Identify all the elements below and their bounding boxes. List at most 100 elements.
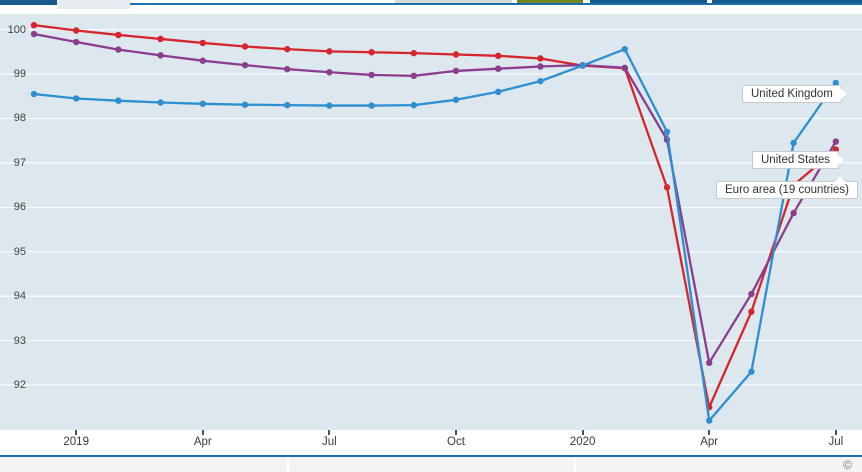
- x-axis: 2019 Apr Jul Oct 2020 Apr Jul: [0, 430, 862, 457]
- y-axis-label: 92: [13, 379, 26, 392]
- chart-svg: [0, 21, 862, 424]
- y-axis-label: 100: [7, 23, 26, 36]
- x-axis-label: Jul: [322, 436, 337, 448]
- data-point-euro-area-19-countries[interactable]: [115, 31, 122, 39]
- y-axis-label: 99: [13, 68, 26, 81]
- data-point-united-kingdom[interactable]: [537, 77, 544, 85]
- x-axis-label: Jul: [828, 436, 844, 448]
- data-point-united-states[interactable]: [30, 30, 38, 38]
- data-point-euro-area-19-countries[interactable]: [537, 55, 544, 62]
- data-point-united-kingdom[interactable]: [790, 139, 797, 147]
- toolbar-button-gray[interactable]: [395, 0, 512, 3]
- x-axis-label: Apr: [193, 436, 212, 448]
- callout-arrow-icon: [838, 155, 845, 165]
- data-point-united-kingdom[interactable]: [621, 45, 628, 53]
- data-point-united-states[interactable]: [199, 57, 206, 64]
- toolbar-button-blue-2[interactable]: [712, 0, 862, 3]
- active-tab-partial[interactable]: [57, 0, 130, 9]
- footer-divider: [574, 457, 576, 472]
- data-point-united-states[interactable]: [832, 138, 839, 145]
- y-axis-label: 98: [13, 112, 26, 125]
- top-toolbar: [0, 0, 862, 14]
- data-point-euro-area-19-countries[interactable]: [30, 21, 38, 29]
- toolbar-underline: [130, 3, 862, 5]
- callout-arrow-icon: [835, 176, 846, 182]
- x-axis-tick: [455, 430, 457, 435]
- y-axis-label: 95: [13, 245, 26, 258]
- x-axis-tick: [75, 430, 78, 435]
- data-point-united-states[interactable]: [495, 65, 502, 72]
- series-line-euro-area-19-countries[interactable]: [33, 24, 837, 409]
- x-axis-label: 2019: [63, 436, 89, 448]
- data-point-euro-area-19-countries[interactable]: [284, 45, 291, 53]
- data-point-united-kingdom[interactable]: [579, 62, 586, 69]
- data-point-euro-area-19-countries[interactable]: [199, 39, 206, 47]
- series-label-euro-area[interactable]: Euro area (19 countries): [716, 176, 859, 199]
- series-line-united-kingdom[interactable]: [33, 47, 837, 422]
- x-axis-tick: [834, 430, 837, 435]
- data-point-united-kingdom[interactable]: [157, 99, 164, 106]
- data-point-united-kingdom[interactable]: [832, 79, 839, 87]
- data-point-united-states[interactable]: [326, 69, 333, 76]
- y-axis-label: 97: [13, 156, 26, 169]
- footer-bar: ©: [0, 457, 862, 472]
- data-point-united-kingdom[interactable]: [368, 102, 375, 109]
- data-point-euro-area-19-countries[interactable]: [368, 49, 375, 56]
- toolbar-left-accent: [0, 0, 57, 5]
- x-axis-tick: [581, 430, 584, 435]
- data-point-united-kingdom[interactable]: [30, 90, 38, 98]
- data-point-united-kingdom[interactable]: [199, 100, 206, 107]
- data-point-euro-area-19-countries[interactable]: [495, 52, 502, 60]
- series-line-united-states[interactable]: [33, 32, 837, 364]
- data-point-united-kingdom[interactable]: [115, 97, 122, 104]
- y-axis-label: 93: [13, 334, 26, 347]
- data-point-united-states[interactable]: [790, 209, 797, 217]
- series-label-text: United States: [761, 154, 831, 166]
- data-point-united-states[interactable]: [284, 65, 291, 73]
- series-label-united-states[interactable]: United States: [752, 151, 845, 169]
- footer-divider: [287, 457, 289, 472]
- toolbar-button-blue-1[interactable]: [590, 0, 707, 3]
- data-point-euro-area-19-countries[interactable]: [157, 35, 164, 43]
- chart-plot-area: United Kingdom United States Euro area (…: [0, 14, 862, 430]
- series-label-united-kingdom[interactable]: United Kingdom: [742, 85, 847, 103]
- x-axis-label: 2020: [569, 436, 596, 448]
- data-point-united-states[interactable]: [410, 72, 417, 80]
- data-point-euro-area-19-countries[interactable]: [241, 43, 249, 50]
- data-point-united-kingdom[interactable]: [241, 101, 249, 108]
- data-point-euro-area-19-countries[interactable]: [410, 49, 417, 57]
- data-point-united-kingdom[interactable]: [748, 368, 755, 375]
- callout-arrow-icon: [840, 89, 847, 99]
- data-point-united-kingdom[interactable]: [410, 101, 417, 109]
- data-point-united-kingdom[interactable]: [284, 101, 291, 109]
- x-axis-tick: [201, 430, 204, 435]
- data-point-euro-area-19-countries[interactable]: [663, 184, 671, 191]
- data-point-united-states[interactable]: [537, 63, 544, 70]
- data-point-euro-area-19-countries[interactable]: [326, 48, 333, 55]
- y-axis-label: 94: [13, 290, 26, 303]
- data-point-united-states[interactable]: [368, 71, 375, 79]
- data-point-united-kingdom[interactable]: [326, 102, 333, 109]
- data-point-united-states[interactable]: [748, 290, 755, 298]
- data-point-united-kingdom[interactable]: [73, 95, 80, 102]
- data-point-united-states[interactable]: [452, 67, 460, 75]
- data-point-euro-area-19-countries[interactable]: [73, 27, 80, 34]
- x-axis-label: Oct: [447, 436, 465, 448]
- data-point-united-states[interactable]: [621, 64, 628, 72]
- series-label-text: United Kingdom: [751, 88, 833, 100]
- data-point-united-states[interactable]: [706, 359, 713, 367]
- data-point-euro-area-19-countries[interactable]: [452, 51, 460, 58]
- data-point-united-states[interactable]: [73, 38, 80, 46]
- data-point-united-kingdom[interactable]: [663, 128, 671, 135]
- data-point-euro-area-19-countries[interactable]: [748, 308, 755, 315]
- data-point-united-kingdom[interactable]: [452, 96, 460, 103]
- data-point-united-states[interactable]: [157, 52, 164, 59]
- y-axis-label: 96: [13, 201, 26, 214]
- data-point-united-kingdom[interactable]: [706, 417, 713, 424]
- data-point-united-kingdom[interactable]: [495, 88, 502, 96]
- toolbar-button-green[interactable]: [517, 0, 583, 3]
- data-point-united-states[interactable]: [241, 61, 249, 69]
- x-axis-tick: [708, 430, 711, 435]
- data-point-united-states[interactable]: [115, 46, 122, 53]
